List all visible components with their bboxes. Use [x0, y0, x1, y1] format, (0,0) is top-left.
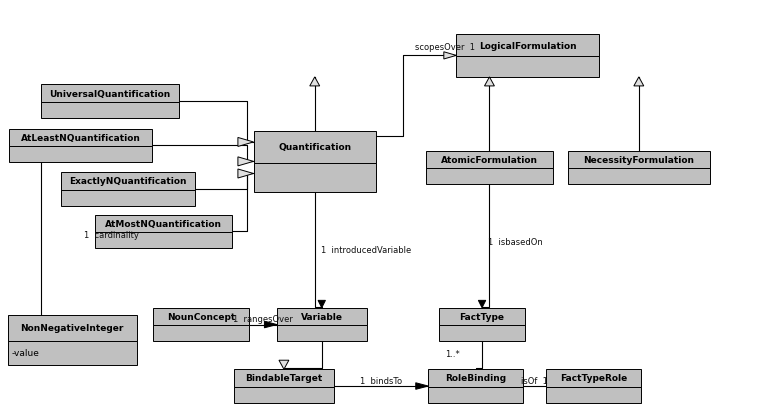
Bar: [9, 129, 152, 147]
Bar: [95, 233, 232, 249]
Text: Quantification: Quantification: [278, 143, 351, 152]
Bar: [41, 103, 179, 119]
Text: NecessityFormulation: NecessityFormulation: [583, 155, 694, 164]
Text: scopesOver  1: scopesOver 1: [415, 43, 475, 52]
Polygon shape: [478, 301, 486, 308]
Polygon shape: [238, 157, 254, 166]
Bar: [277, 326, 367, 342]
Text: RoleBinding: RoleBinding: [445, 373, 506, 382]
Text: 1..*: 1..*: [445, 349, 460, 358]
Bar: [456, 35, 599, 57]
Polygon shape: [318, 301, 325, 308]
Bar: [9, 147, 152, 163]
Bar: [8, 341, 136, 365]
Bar: [153, 308, 249, 326]
Text: LogicalFormulation: LogicalFormulation: [479, 41, 576, 50]
Bar: [568, 169, 710, 185]
Bar: [61, 190, 195, 206]
Bar: [234, 369, 334, 387]
Bar: [428, 387, 523, 403]
Text: 1  rangesOver: 1 rangesOver: [233, 315, 292, 324]
Text: ExactlyNQuantification: ExactlyNQuantification: [69, 177, 186, 186]
Text: UniversalQuantification: UniversalQuantification: [49, 89, 171, 98]
Text: NounConcept: NounConcept: [167, 312, 235, 321]
Polygon shape: [416, 383, 428, 389]
Text: -value: -value: [12, 348, 40, 357]
Text: FactType: FactType: [459, 312, 505, 321]
Bar: [153, 326, 249, 342]
Polygon shape: [634, 78, 644, 87]
Polygon shape: [444, 53, 456, 60]
Polygon shape: [310, 78, 320, 87]
Bar: [428, 369, 523, 387]
Bar: [61, 173, 195, 190]
Text: NonNegativeInteger: NonNegativeInteger: [20, 324, 124, 333]
Bar: [254, 132, 376, 163]
Bar: [277, 308, 367, 326]
Text: 1  introducedVariable: 1 introducedVariable: [321, 246, 411, 254]
Bar: [568, 151, 710, 169]
Text: 1  bindsTo: 1 bindsTo: [360, 376, 402, 385]
Bar: [8, 315, 136, 341]
Text: AtLeastNQuantification: AtLeastNQuantification: [21, 133, 140, 142]
Polygon shape: [264, 321, 277, 328]
Text: 1  cardinality: 1 cardinality: [83, 230, 139, 239]
Polygon shape: [484, 78, 495, 87]
Text: AtomicFormulation: AtomicFormulation: [441, 155, 538, 164]
Bar: [95, 215, 232, 233]
Bar: [456, 57, 599, 78]
Bar: [546, 369, 641, 387]
Polygon shape: [238, 138, 254, 147]
Polygon shape: [238, 170, 254, 179]
Bar: [546, 387, 641, 403]
Bar: [439, 308, 525, 326]
Bar: [426, 169, 553, 185]
Text: isOf  1: isOf 1: [521, 376, 548, 385]
Bar: [426, 151, 553, 169]
Polygon shape: [279, 360, 289, 369]
Text: BindableTarget: BindableTarget: [245, 373, 323, 382]
Bar: [41, 85, 179, 103]
Text: Variable: Variable: [301, 312, 342, 321]
Text: FactTypeRole: FactTypeRole: [560, 373, 627, 382]
Text: 1  isbasedOn: 1 isbasedOn: [488, 238, 543, 247]
Bar: [254, 163, 376, 192]
Bar: [234, 387, 334, 403]
Text: AtMostNQuantification: AtMostNQuantification: [105, 219, 222, 228]
Bar: [439, 326, 525, 342]
